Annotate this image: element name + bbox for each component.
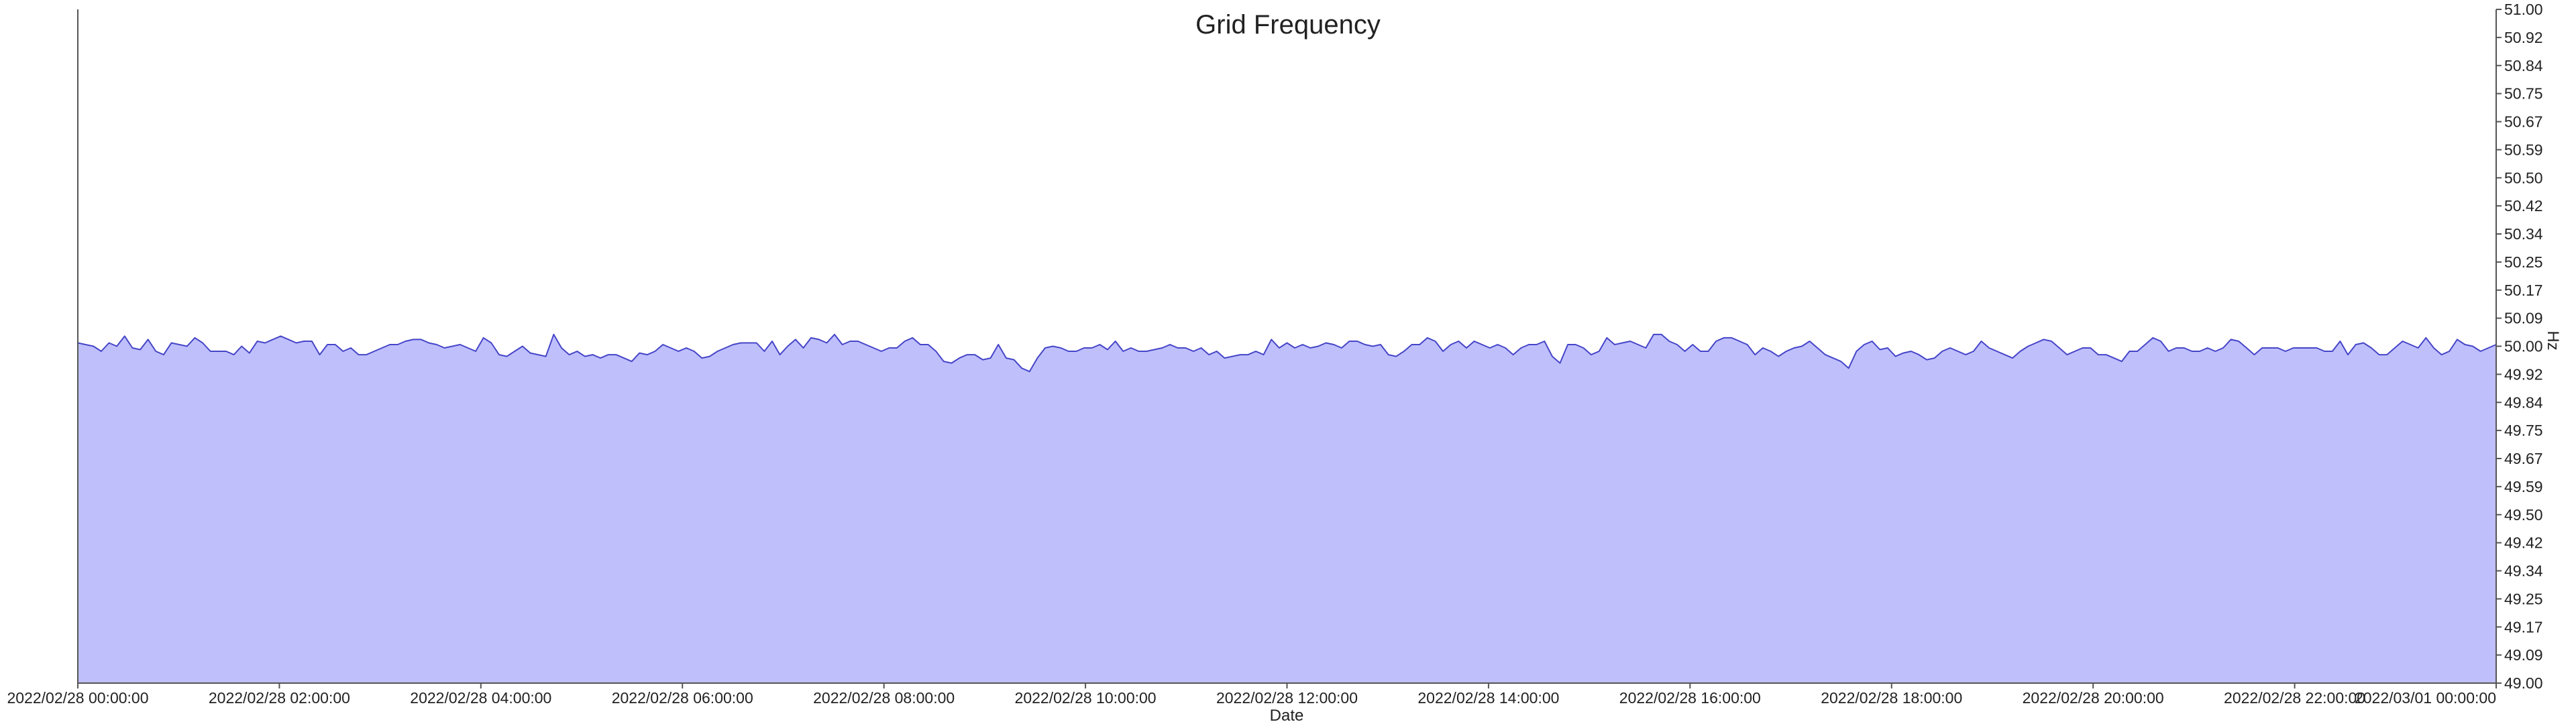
x-tick-label: 2022/02/28 10:00:00 [1015, 689, 1157, 707]
y-tick-label: 49.25 [2504, 590, 2543, 607]
y-tick-label: 49.84 [2504, 394, 2543, 411]
y-tick-label: 50.42 [2504, 197, 2543, 215]
chart-title: Grid Frequency [1195, 10, 1381, 40]
y-tick-label: 49.59 [2504, 478, 2543, 495]
y-tick-label: 49.67 [2504, 450, 2543, 467]
x-tick-label: 2022/02/28 06:00:00 [612, 689, 753, 707]
y-tick-label: 49.34 [2504, 562, 2543, 580]
y-tick-label: 50.92 [2504, 29, 2543, 46]
y-tick-label: 50.34 [2504, 225, 2543, 243]
y-tick-label: 50.59 [2504, 141, 2543, 158]
y-tick-label: 50.09 [2504, 310, 2543, 327]
y-tick-label: 49.17 [2504, 618, 2543, 636]
x-axis-label: Date [1270, 707, 1304, 724]
y-axis-ticks: 49.00 49.09 49.17 49.25 49.34 49.42 49.50 49.59… [2496, 1, 2543, 692]
x-tick-label: 2022/02/28 00:00:00 [7, 689, 148, 707]
x-tick-label: 2022/02/28 16:00:00 [1619, 689, 1761, 707]
y-tick-label: 49.92 [2504, 365, 2543, 383]
y-tick-label: 50.75 [2504, 85, 2543, 103]
x-axis-ticks: 2022/02/28 00:00:00 2022/02/28 02:00:00 20… [7, 683, 2497, 707]
x-tick-label: 2022/03/01 00:00:00 [2355, 689, 2496, 707]
x-tick-label: 2022/02/28 22:00:00 [2224, 689, 2365, 707]
x-tick-label: 2022/02/28 08:00:00 [813, 689, 955, 707]
y-tick-label: 49.09 [2504, 646, 2543, 664]
y-tick-label: 51.00 [2504, 1, 2543, 18]
y-tick-label: 50.84 [2504, 57, 2543, 74]
x-tick-label: 2022/02/28 12:00:00 [1216, 689, 1358, 707]
y-tick-label: 50.25 [2504, 253, 2543, 271]
y-tick-label: 50.00 [2504, 338, 2543, 355]
y-tick-label: 50.67 [2504, 113, 2543, 131]
plot-area [77, 333, 2497, 683]
area-fill [78, 334, 2496, 683]
series-line [77, 333, 2497, 373]
x-tick-label: 2022/02/28 02:00:00 [209, 689, 350, 707]
y-tick-label: 49.00 [2504, 674, 2543, 692]
y-tick-label: 49.75 [2504, 422, 2543, 439]
x-tick-label: 2022/02/28 20:00:00 [2023, 689, 2164, 707]
x-tick-label: 2022/02/28 18:00:00 [1821, 689, 1962, 707]
y-axis-label: Hz [2544, 330, 2562, 350]
y-tick-label: 50.17 [2504, 282, 2543, 299]
x-tick-label: 2022/02/28 14:00:00 [1417, 689, 1559, 707]
y-tick-label: 49.42 [2504, 534, 2543, 552]
x-tick-label: 2022/02/28 04:00:00 [410, 689, 551, 707]
y-tick-label: 49.50 [2504, 506, 2543, 524]
y-tick-label: 50.50 [2504, 169, 2543, 186]
